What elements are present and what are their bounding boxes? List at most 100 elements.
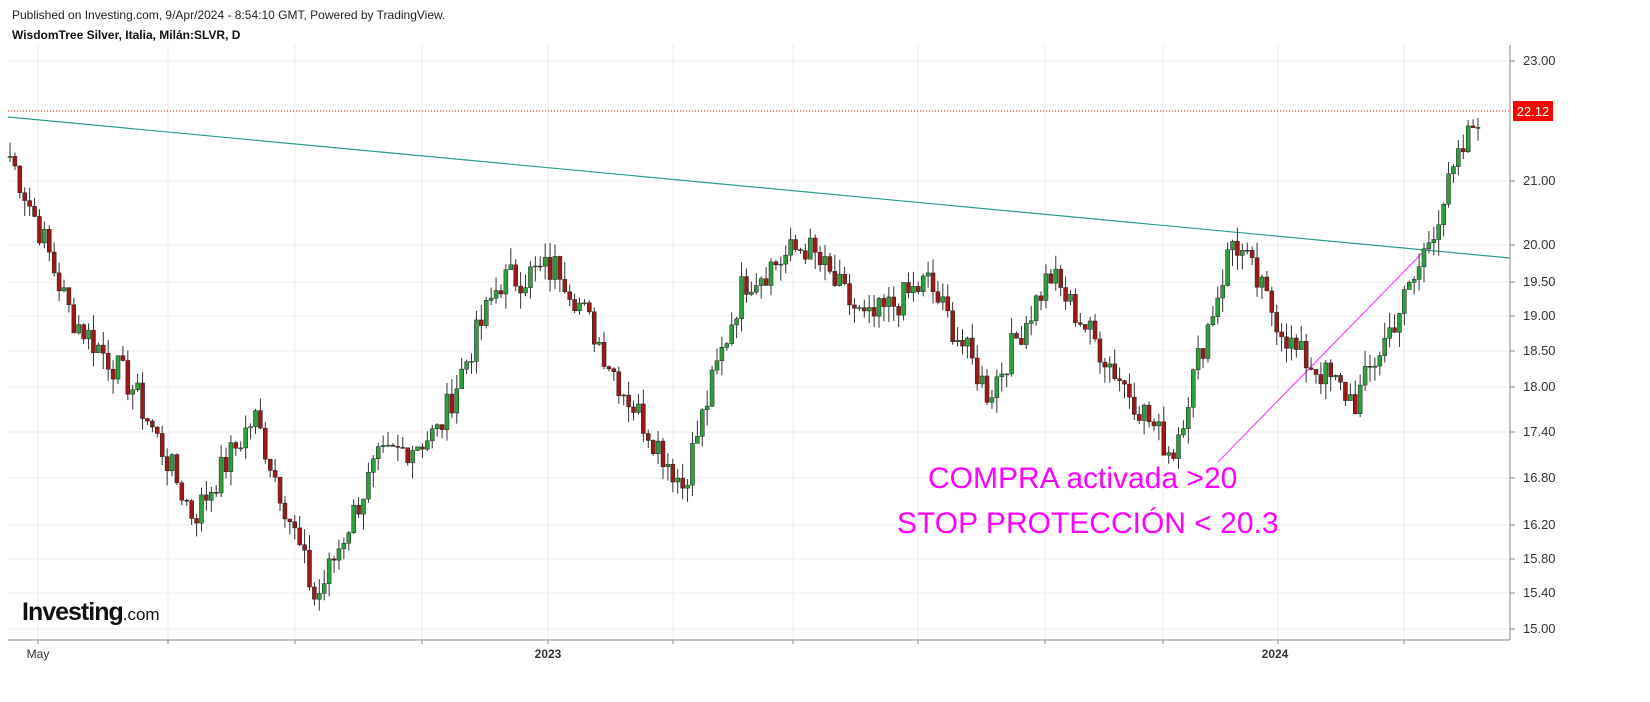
candle bbox=[1264, 270, 1270, 292]
candle bbox=[76, 314, 81, 335]
candle bbox=[817, 246, 823, 272]
candle bbox=[960, 329, 965, 355]
candle bbox=[1470, 119, 1476, 128]
candle bbox=[1426, 230, 1432, 254]
candle bbox=[1014, 331, 1019, 339]
candle bbox=[282, 496, 288, 528]
candle bbox=[420, 443, 425, 459]
candle bbox=[798, 247, 803, 254]
candle bbox=[842, 266, 847, 286]
candle bbox=[1141, 403, 1147, 435]
candle bbox=[1082, 324, 1088, 333]
candle bbox=[1146, 401, 1152, 428]
candle bbox=[1308, 357, 1314, 371]
candle bbox=[1181, 420, 1186, 438]
candle bbox=[611, 367, 617, 382]
candle bbox=[695, 420, 700, 444]
candle bbox=[1019, 325, 1024, 345]
y-tick-label: 15.80 bbox=[1523, 551, 1556, 566]
candle bbox=[105, 339, 111, 382]
candle bbox=[773, 259, 779, 271]
candle bbox=[714, 348, 720, 375]
y-tick-label: 20.00 bbox=[1523, 237, 1556, 252]
candle bbox=[356, 497, 361, 518]
candle bbox=[1289, 325, 1294, 361]
candles bbox=[7, 118, 1481, 611]
trendlines bbox=[7, 110, 1511, 463]
support-trendline bbox=[1217, 244, 1431, 463]
candle bbox=[852, 298, 857, 323]
candle bbox=[778, 256, 784, 281]
candle bbox=[1195, 335, 1201, 380]
candle bbox=[631, 400, 636, 421]
candle bbox=[970, 323, 975, 365]
candle bbox=[449, 379, 455, 418]
candle bbox=[665, 453, 671, 481]
candle bbox=[862, 299, 867, 318]
candle bbox=[508, 248, 514, 270]
candle bbox=[37, 209, 42, 246]
x-tick-label: 2023 bbox=[535, 647, 562, 661]
candle bbox=[685, 478, 690, 502]
published-note: Published on Investing.com, 9/Apr/2024 -… bbox=[12, 8, 446, 22]
candle bbox=[709, 365, 715, 408]
candle bbox=[326, 552, 332, 597]
candle bbox=[331, 556, 337, 573]
candle bbox=[248, 423, 253, 440]
candle bbox=[1284, 323, 1289, 363]
candle bbox=[1421, 242, 1427, 283]
candle bbox=[498, 284, 504, 298]
candle bbox=[518, 272, 523, 309]
candle bbox=[258, 398, 263, 430]
y-tick-label: 18.00 bbox=[1523, 379, 1556, 394]
candle bbox=[336, 539, 342, 570]
candle bbox=[655, 431, 661, 465]
candle bbox=[459, 358, 464, 390]
candle bbox=[832, 254, 838, 287]
candle bbox=[660, 438, 666, 480]
candle bbox=[552, 244, 558, 290]
y-tick-label: 19.50 bbox=[1523, 274, 1556, 289]
candle bbox=[803, 243, 808, 264]
candle bbox=[1465, 120, 1471, 154]
candle bbox=[321, 569, 327, 601]
candle bbox=[488, 287, 494, 306]
candle bbox=[1392, 314, 1397, 333]
candle bbox=[871, 295, 877, 328]
candle bbox=[754, 273, 759, 295]
candle bbox=[896, 303, 901, 328]
candle bbox=[886, 286, 892, 322]
candle bbox=[189, 499, 194, 525]
candle bbox=[587, 300, 592, 315]
candle bbox=[81, 323, 86, 344]
candle bbox=[71, 297, 77, 334]
candle bbox=[1215, 286, 1221, 325]
candle bbox=[994, 369, 1000, 413]
candle bbox=[1166, 446, 1171, 464]
candle bbox=[253, 408, 258, 434]
candle bbox=[22, 187, 27, 217]
candle bbox=[218, 445, 224, 497]
grid bbox=[8, 45, 1510, 640]
candle bbox=[1063, 276, 1068, 310]
candle bbox=[675, 469, 680, 494]
annotations: COMPRA activada >20 STOP PROTECCIÓN < 20.… bbox=[897, 462, 1279, 540]
candle bbox=[199, 487, 204, 532]
candle bbox=[837, 259, 842, 287]
candle bbox=[729, 312, 734, 346]
candle bbox=[1382, 322, 1387, 363]
candle bbox=[1411, 276, 1417, 295]
candle bbox=[1127, 373, 1132, 409]
candle bbox=[1461, 134, 1466, 160]
candle bbox=[263, 421, 268, 464]
candle bbox=[1249, 246, 1255, 266]
candle bbox=[272, 459, 278, 483]
candle bbox=[194, 513, 199, 537]
candle bbox=[974, 345, 980, 391]
candle bbox=[7, 142, 13, 162]
candle bbox=[876, 296, 882, 328]
candle bbox=[17, 165, 23, 199]
candle bbox=[523, 275, 528, 297]
candle bbox=[56, 262, 62, 302]
candle bbox=[1244, 242, 1250, 255]
